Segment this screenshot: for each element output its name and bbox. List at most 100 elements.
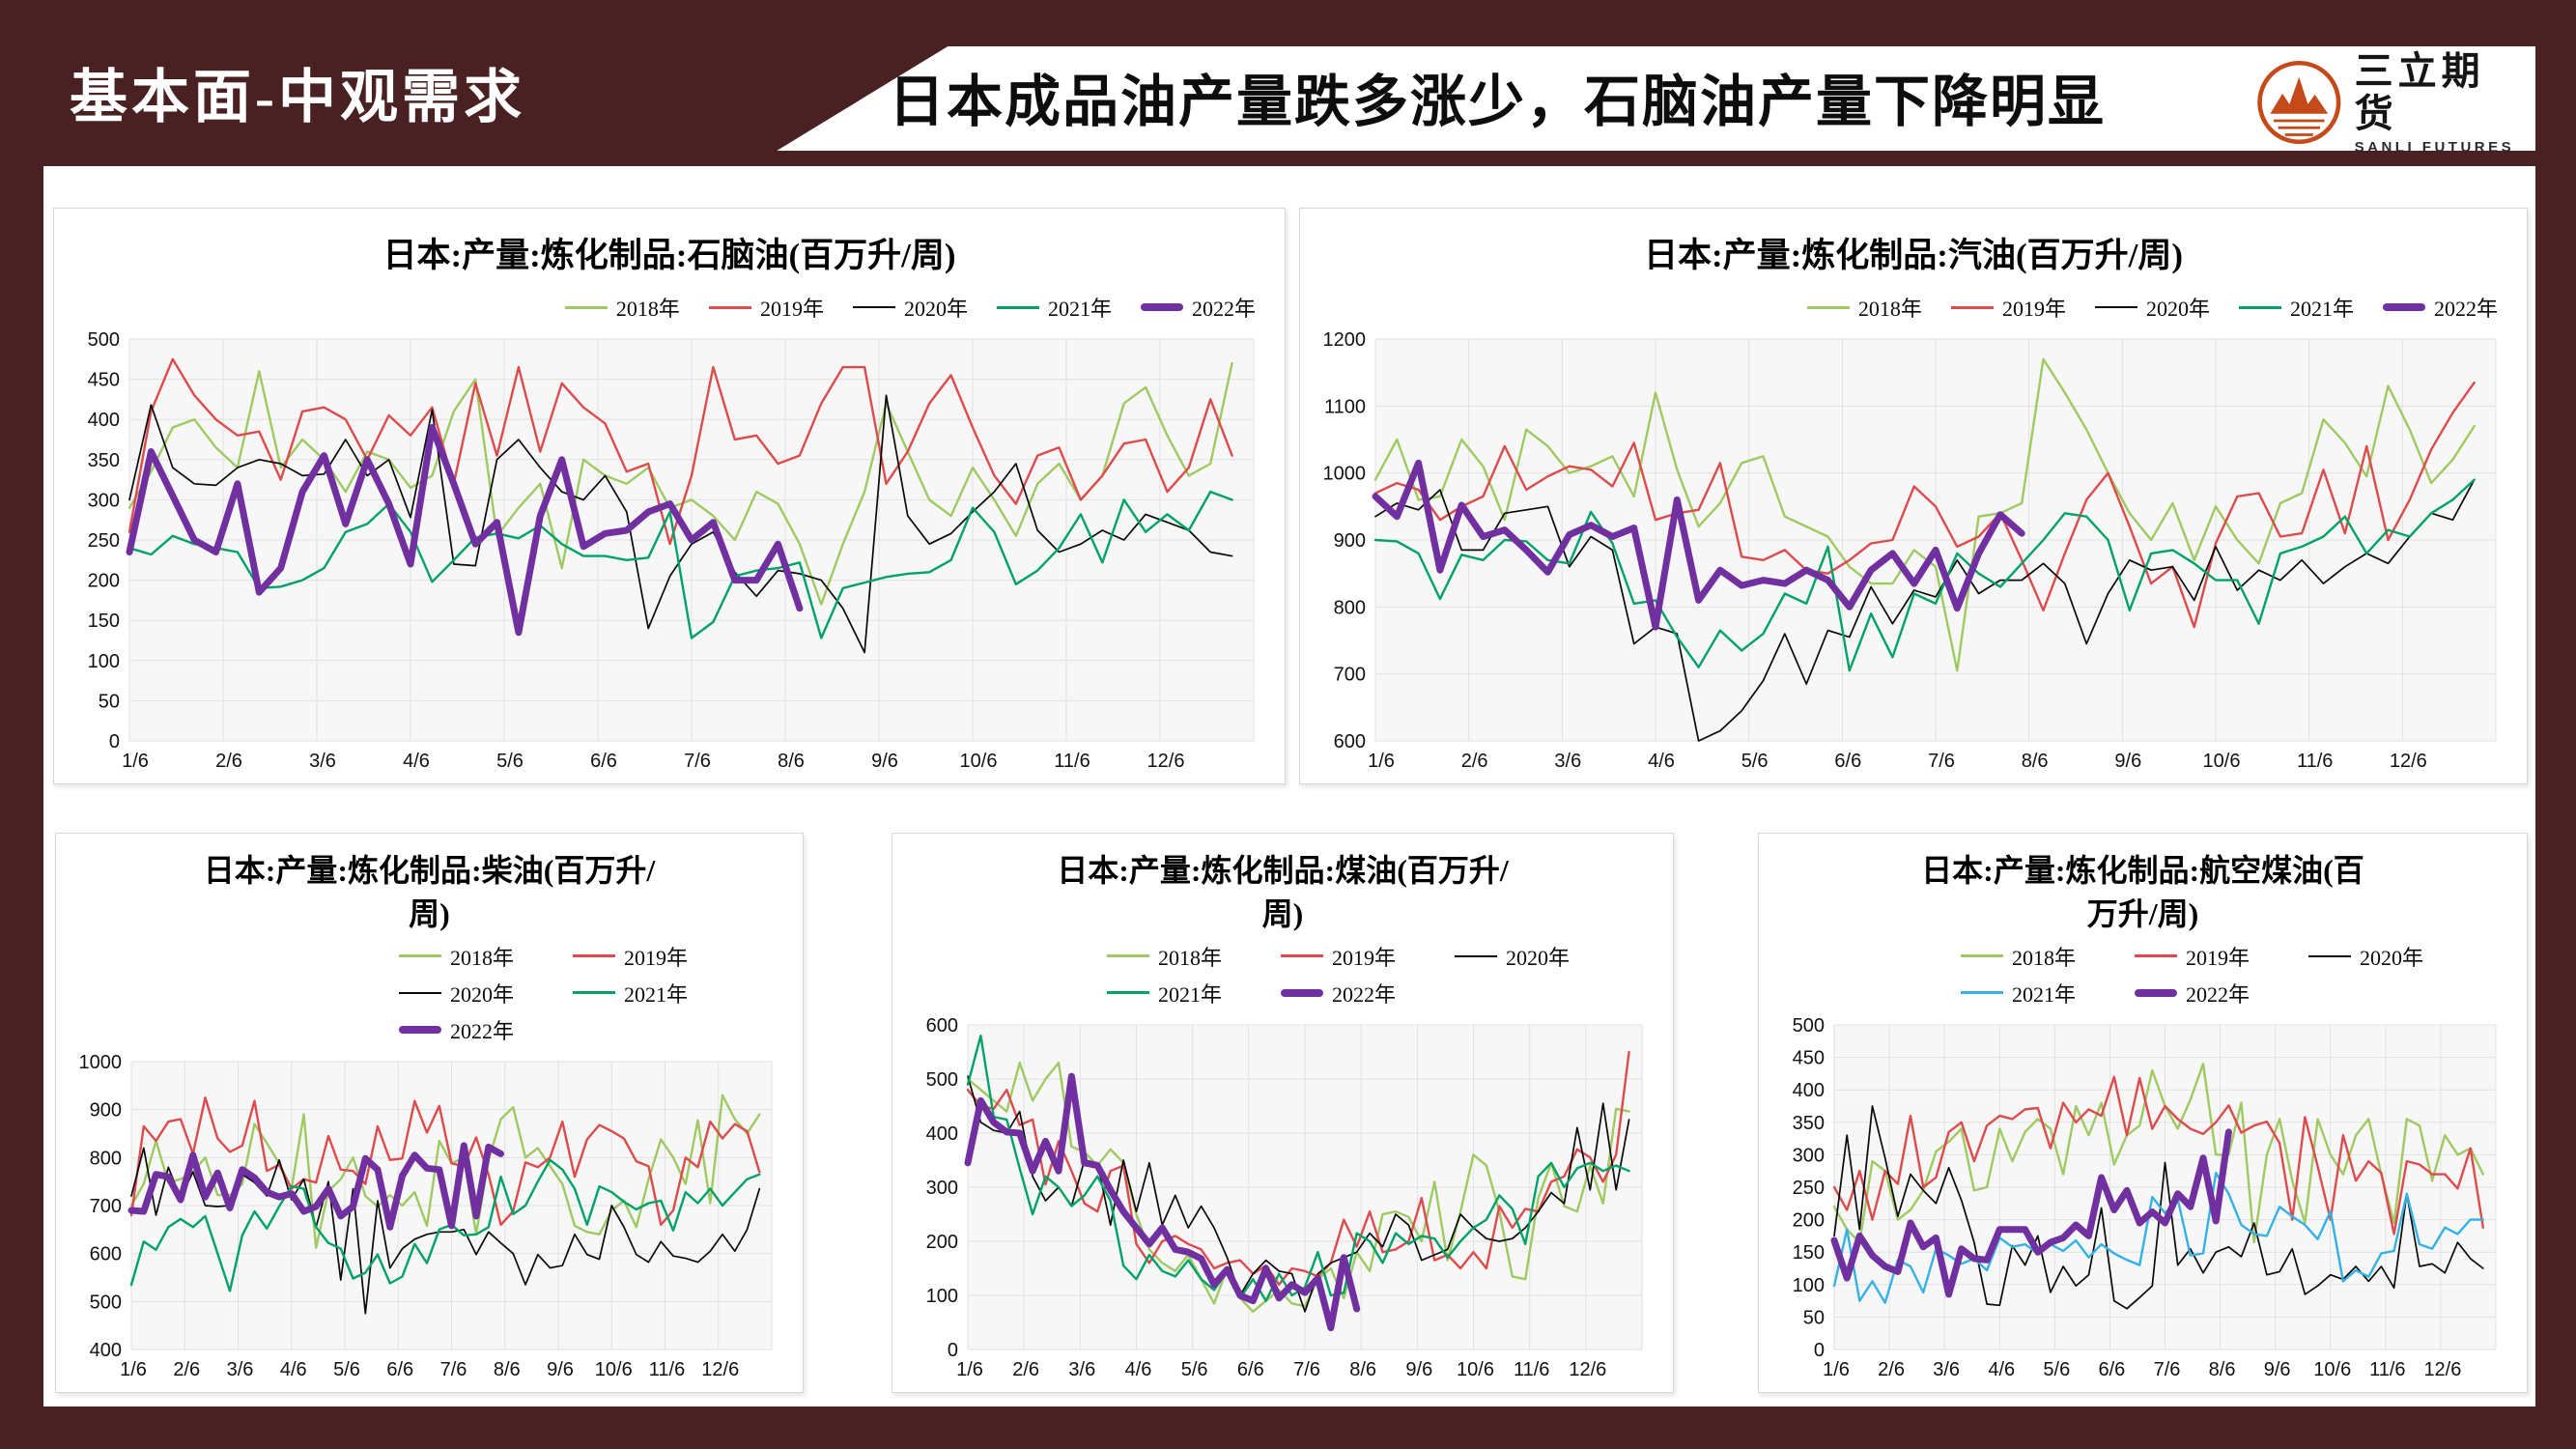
chart-panel-naphtha: 日本:产量:炼化制品:石脑油(百万升/周) 2018年 2019年 2020年 2021… — [53, 208, 1286, 784]
x-axis-tick-label: 6/6 — [1834, 751, 1861, 772]
legend-item-2020: 2020年 — [399, 978, 573, 1009]
legend-label: 2022年 — [1332, 981, 1397, 1007]
logo-name-cn: 三立期货 — [2354, 48, 2485, 135]
legend-label: 2020年 — [450, 981, 515, 1007]
legend-label: 2020年 — [903, 297, 968, 321]
x-axis-tick-label: 3/6 — [1933, 1359, 1960, 1380]
chart-svg: 400 500 600 700 800 900 1000 1/6 2/6 3/6 4/6 5/6 6/6… — [79, 1052, 773, 1380]
legend-label: 2019年 — [759, 297, 824, 321]
x-axis-tick-label: 12/6 — [1147, 751, 1185, 772]
y-axis-tick-label: 1000 — [1323, 464, 1367, 485]
y-axis-tick-label: 600 — [90, 1243, 122, 1264]
legend-item-2020: 2020年 — [2094, 292, 2210, 323]
x-axis-tick-label: 12/6 — [2423, 1359, 2461, 1380]
x-axis-tick-label: 10/6 — [2203, 751, 2241, 772]
x-axis-tick-label: 1/6 — [122, 751, 149, 772]
series-line-2021 — [1373, 478, 2476, 672]
x-axis-tick-label: 7/6 — [2154, 1359, 2181, 1380]
y-axis-tick-label: 300 — [926, 1178, 958, 1199]
chart-title: 日本:产量:炼化制品:汽油(百万升/周) — [1316, 232, 2511, 279]
legend-line-swatch — [1140, 303, 1183, 311]
chart-title-line: 日本:产量:炼化制品:煤油(百万升/ — [1057, 853, 1509, 888]
chart-svg: 0 50 100 150 200 250 300 350 400 450 500 1/6 2/6 3/6 4… — [88, 329, 1255, 772]
y-axis-tick-label: 100 — [926, 1286, 958, 1307]
y-axis-tick-label: 800 — [90, 1148, 122, 1169]
series-line-2020 — [1833, 1104, 2484, 1310]
y-axis-tick-label: 400 — [926, 1123, 958, 1145]
chart-title: 日本:产量:炼化制品:煤油(百万升/周) — [908, 849, 1657, 936]
y-axis-tick-label: 500 — [1793, 1015, 1825, 1037]
x-axis-tick-label: 12/6 — [701, 1359, 739, 1380]
x-axis-tick-label: 1/6 — [956, 1359, 983, 1380]
x-axis-tick-label: 10/6 — [1457, 1359, 1494, 1380]
plot-area: 0 100 200 300 400 500 600 1/6 2/6 3/6 4/6 5/6 6/6 7/6… — [908, 1013, 1657, 1384]
legend-item-2021: 2021年 — [2238, 292, 2354, 323]
legend-label: 2021年 — [1158, 981, 1223, 1007]
y-axis-tick-label: 500 — [926, 1069, 958, 1091]
y-axis-tick-label: 1200 — [1323, 329, 1367, 351]
y-axis-tick-label: 500 — [88, 329, 120, 351]
legend-item-2019: 2019年 — [2135, 941, 2308, 972]
y-axis-tick-label: 300 — [1793, 1145, 1825, 1166]
series-line-2022 — [964, 1072, 1361, 1331]
legend-line-swatch — [996, 305, 1039, 309]
x-axis-tick-label: 2/6 — [173, 1359, 200, 1380]
legend-line-swatch — [564, 305, 608, 309]
x-axis-tick-label: 10/6 — [595, 1359, 633, 1380]
x-axis-tick-label: 9/6 — [547, 1359, 574, 1380]
legend-item-2020: 2020年 — [852, 292, 968, 323]
x-axis-tick-label: 7/6 — [1293, 1359, 1320, 1380]
x-axis-tick-label: 6/6 — [2099, 1359, 2126, 1380]
legend-line-swatch — [2094, 306, 2137, 308]
legend-line-swatch — [2308, 954, 2351, 957]
x-axis-tick-label: 9/6 — [1405, 1359, 1432, 1380]
x-axis-tick-label: 11/6 — [2297, 751, 2333, 772]
company-logo: 三立期货 SANLI FUTURES — [2255, 49, 2526, 156]
y-axis-tick-label: 450 — [88, 370, 120, 391]
y-axis-tick-label: 50 — [1803, 1307, 1825, 1328]
x-axis-tick-label: 1/6 — [1823, 1359, 1850, 1380]
series-line-2018 — [1832, 1062, 2484, 1243]
legend-item-2018: 2018年 — [564, 292, 680, 323]
chart-title-line: 日本:产量:炼化制品:航空煤油(百 — [1921, 853, 2364, 888]
series-line-2018 — [127, 361, 1233, 606]
x-axis-tick-label: 12/6 — [2390, 751, 2427, 772]
y-axis-tick-label: 1100 — [1324, 396, 1366, 417]
series-line-2020 — [1374, 478, 2476, 742]
legend-line-swatch — [1281, 988, 1323, 997]
page-title: 日本成品油产量跌多涨少，石脑油产量下降明显 — [888, 71, 2106, 133]
legend-line-swatch — [852, 306, 895, 308]
y-axis-tick-label: 400 — [90, 1340, 122, 1361]
legend-label: 2018年 — [450, 945, 515, 970]
legend-label: 2022年 — [1191, 297, 1256, 321]
legend-item-2021: 2021年 — [573, 978, 747, 1009]
y-axis-tick-label: 500 — [90, 1292, 122, 1313]
y-axis-tick-label: 300 — [88, 490, 120, 511]
series-line-2022 — [1372, 459, 2025, 631]
legend-item-2021: 2021年 — [1107, 978, 1281, 1009]
legend-item-2018: 2018年 — [1107, 941, 1281, 972]
chart-legend: 2018年 2019年 2020年 2021年 2022年 — [1316, 289, 2511, 326]
legend-label: 2019年 — [624, 945, 689, 970]
y-axis-tick-label: 250 — [1793, 1178, 1825, 1199]
y-axis-tick-label: 600 — [1334, 731, 1366, 753]
legend-item-2022: 2022年 — [2135, 978, 2308, 1009]
x-axis-tick-label: 11/6 — [1514, 1359, 1549, 1380]
legend-line-swatch — [1455, 954, 1497, 957]
mountain-logo-icon — [2257, 60, 2341, 145]
legend-item-2018: 2018年 — [399, 941, 573, 972]
series-line-2019 — [1832, 1075, 2484, 1236]
legend-line-swatch — [1107, 954, 1149, 958]
section-label: 基本面-中观需求 — [70, 66, 525, 129]
legend-item-2018: 2018年 — [1806, 292, 1922, 323]
x-axis-tick-label: 12/6 — [1569, 1359, 1606, 1380]
x-axis-tick-label: 4/6 — [1988, 1359, 2015, 1380]
x-axis-tick-label: 9/6 — [871, 751, 898, 772]
chart-svg: 600 700 800 900 1000 1100 1200 1/6 2/6 3/6 4/6 5/6 6… — [1323, 329, 2497, 772]
legend-item-2020: 2020年 — [2308, 941, 2482, 972]
series-line-2019 — [966, 1050, 1630, 1286]
legend-line-swatch — [1961, 954, 2003, 958]
y-axis-tick-label: 350 — [1793, 1112, 1825, 1133]
legend-line-swatch — [399, 991, 441, 994]
legend-label: 2021年 — [2012, 981, 2077, 1007]
